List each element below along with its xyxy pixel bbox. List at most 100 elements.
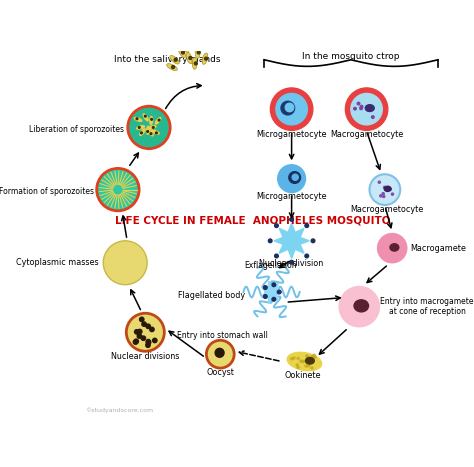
Text: Nuclear divisions: Nuclear divisions — [111, 352, 180, 361]
Circle shape — [264, 295, 267, 298]
Circle shape — [194, 62, 197, 65]
Circle shape — [281, 101, 294, 115]
Circle shape — [274, 224, 278, 227]
Circle shape — [311, 361, 313, 363]
Circle shape — [205, 57, 208, 60]
Circle shape — [297, 367, 299, 368]
Ellipse shape — [306, 357, 314, 364]
Ellipse shape — [202, 53, 208, 64]
Circle shape — [272, 283, 276, 287]
Circle shape — [311, 239, 315, 243]
Circle shape — [126, 313, 164, 351]
Ellipse shape — [167, 64, 177, 71]
Ellipse shape — [143, 114, 148, 121]
Circle shape — [268, 239, 272, 243]
Text: Into the salivary glands: Into the salivary glands — [114, 55, 220, 64]
Circle shape — [370, 174, 400, 205]
Circle shape — [158, 119, 160, 121]
Circle shape — [270, 88, 313, 130]
Circle shape — [372, 116, 374, 118]
Circle shape — [378, 181, 381, 183]
Circle shape — [141, 132, 142, 134]
Circle shape — [139, 317, 144, 322]
Circle shape — [305, 254, 309, 258]
Text: ©studyandscore.com: ©studyandscore.com — [85, 407, 153, 413]
Circle shape — [302, 361, 304, 363]
Circle shape — [300, 360, 302, 362]
Circle shape — [306, 355, 308, 357]
Circle shape — [277, 290, 281, 294]
Circle shape — [150, 327, 154, 332]
Circle shape — [197, 51, 200, 54]
Circle shape — [351, 93, 383, 125]
Circle shape — [308, 358, 310, 361]
Ellipse shape — [155, 118, 161, 124]
Ellipse shape — [170, 56, 179, 64]
Circle shape — [311, 367, 313, 369]
Circle shape — [274, 254, 278, 258]
Circle shape — [146, 340, 151, 345]
Circle shape — [146, 340, 151, 344]
Circle shape — [297, 357, 299, 360]
Circle shape — [293, 357, 295, 359]
Circle shape — [137, 334, 142, 338]
Text: Formation of sporozoites: Formation of sporozoites — [0, 187, 94, 196]
Circle shape — [141, 336, 146, 340]
Circle shape — [278, 165, 306, 192]
Ellipse shape — [192, 57, 197, 69]
Circle shape — [296, 364, 298, 366]
Circle shape — [360, 107, 362, 110]
Circle shape — [289, 172, 301, 184]
Circle shape — [185, 45, 188, 49]
Circle shape — [145, 115, 146, 117]
Circle shape — [380, 195, 382, 197]
Ellipse shape — [354, 300, 368, 312]
Circle shape — [311, 361, 313, 363]
Text: Cytoplasmic masses: Cytoplasmic masses — [16, 258, 99, 267]
Circle shape — [378, 234, 407, 263]
Circle shape — [182, 51, 184, 54]
Circle shape — [153, 338, 157, 343]
Text: Macrogametocyte: Macrogametocyte — [350, 205, 423, 214]
Text: LIFE CYCLE IN FEMALE  ANOPHELES MOSQUITO: LIFE CYCLE IN FEMALE ANOPHELES MOSQUITO — [116, 216, 391, 226]
Circle shape — [146, 343, 150, 347]
Text: Entry into stomach wall: Entry into stomach wall — [177, 331, 267, 340]
Ellipse shape — [390, 244, 399, 251]
Circle shape — [146, 324, 150, 328]
Text: In the mosquito ctrop: In the mosquito ctrop — [302, 52, 400, 61]
Circle shape — [147, 131, 148, 132]
Text: Nuclear division: Nuclear division — [259, 259, 324, 268]
Ellipse shape — [287, 353, 321, 371]
Circle shape — [136, 118, 138, 120]
Ellipse shape — [178, 47, 185, 57]
Text: Liberation of sporozoites: Liberation of sporozoites — [29, 125, 124, 134]
Circle shape — [389, 188, 391, 191]
Ellipse shape — [152, 130, 159, 134]
Text: Exflagellation: Exflagellation — [245, 261, 297, 270]
Circle shape — [135, 330, 139, 334]
Circle shape — [339, 287, 379, 327]
Circle shape — [133, 340, 138, 344]
Circle shape — [97, 169, 139, 211]
Polygon shape — [262, 281, 283, 303]
Text: Flagellated body: Flagellated body — [178, 291, 245, 300]
Text: Oocyst: Oocyst — [206, 368, 234, 377]
Text: Ookinete: Ookinete — [284, 371, 321, 380]
Text: Microgametocyte: Microgametocyte — [256, 130, 327, 139]
Ellipse shape — [148, 129, 153, 136]
Circle shape — [150, 133, 152, 134]
Text: Macrogametocyte: Macrogametocyte — [330, 130, 403, 139]
Circle shape — [314, 356, 316, 358]
Circle shape — [137, 329, 142, 334]
Ellipse shape — [384, 186, 391, 191]
Circle shape — [206, 340, 234, 368]
Circle shape — [189, 57, 192, 59]
Circle shape — [305, 224, 309, 227]
Polygon shape — [274, 223, 309, 258]
Circle shape — [290, 261, 293, 264]
Circle shape — [386, 187, 389, 189]
Ellipse shape — [137, 126, 145, 129]
Text: Microgametocyte: Microgametocyte — [256, 191, 327, 201]
Circle shape — [290, 218, 293, 221]
Ellipse shape — [134, 118, 142, 121]
